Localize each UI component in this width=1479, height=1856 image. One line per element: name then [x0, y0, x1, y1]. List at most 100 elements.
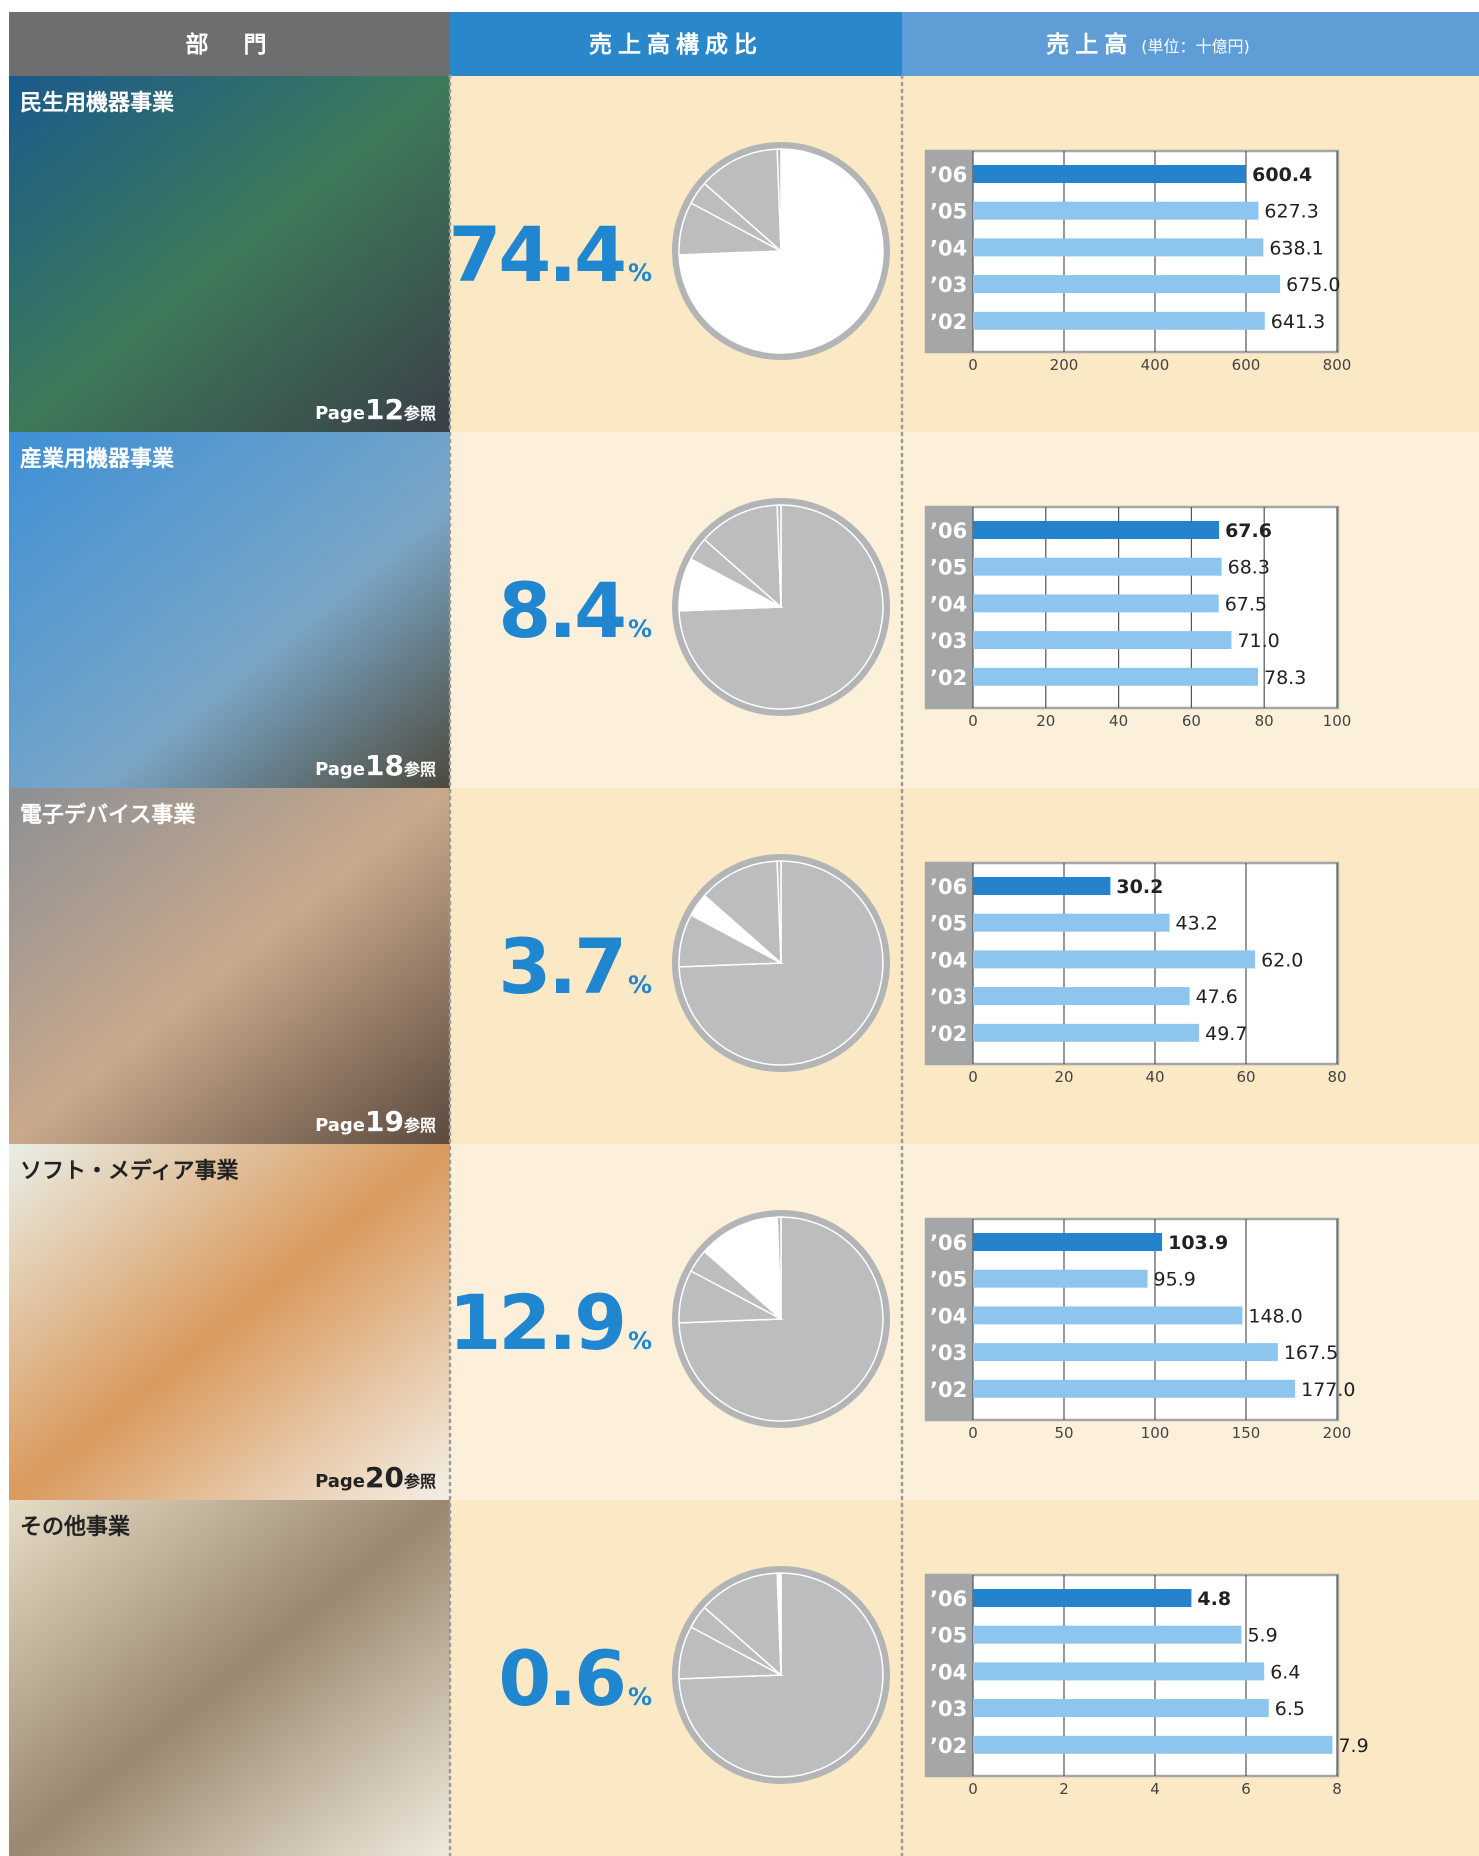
- category-label: ’04: [930, 236, 967, 260]
- x-tick-label: 6: [1241, 1780, 1251, 1798]
- x-tick-label: 8: [1332, 1780, 1342, 1798]
- page-number: 18: [365, 749, 404, 782]
- category-strip: [926, 1575, 973, 1776]
- pie-slice: [776, 148, 782, 252]
- bar: [973, 1269, 1148, 1288]
- value-label: 600.4: [1252, 164, 1312, 186]
- x-tick-label: 20: [1036, 712, 1055, 730]
- value-label: 67.6: [1225, 520, 1272, 542]
- photo: [9, 1144, 450, 1500]
- value-label: 641.3: [1271, 311, 1325, 333]
- header-unit: (単位：十億円): [1141, 37, 1250, 56]
- value-label: 5.9: [1247, 1625, 1277, 1647]
- category-label: ’05: [930, 912, 967, 936]
- value-label: 7.9: [1338, 1735, 1368, 1757]
- page-ref: Page12参照: [315, 393, 436, 426]
- share-label: 74.4%: [448, 210, 652, 299]
- category-label: ’03: [930, 1697, 967, 1721]
- share-value: 0.6: [498, 1634, 624, 1723]
- photo: [9, 788, 450, 1144]
- x-tick-label: 60: [1236, 1068, 1255, 1086]
- category-label: ’05: [930, 1268, 967, 1292]
- page-prefix: Page: [315, 759, 365, 780]
- value-label: 6.4: [1270, 1661, 1300, 1683]
- share-value: 74.4: [448, 210, 624, 299]
- x-tick-label: 0: [968, 1068, 978, 1086]
- photo: [9, 76, 450, 432]
- segment-name: 民生用機器事業: [20, 90, 175, 116]
- value-label: 103.9: [1168, 1232, 1228, 1254]
- bar: [973, 1379, 1296, 1398]
- category-strip: [926, 507, 973, 708]
- x-tick-label: 80: [1327, 1068, 1346, 1086]
- page-ref: Page18参照: [315, 749, 436, 782]
- share-value: 12.9: [448, 1278, 624, 1367]
- bar: [973, 1625, 1242, 1644]
- category-label: ’06: [930, 519, 967, 543]
- pie-slice: [703, 504, 782, 609]
- value-label: 638.1: [1269, 237, 1323, 259]
- share-unit: %: [628, 615, 652, 643]
- bar: [973, 950, 1256, 969]
- share-label: 12.9%: [448, 1278, 652, 1367]
- share-unit: %: [628, 1327, 652, 1355]
- page-suffix: 参照: [404, 1116, 436, 1135]
- x-tick-label: 50: [1054, 1424, 1073, 1442]
- x-tick-label: 600: [1232, 356, 1261, 374]
- category-label: ’03: [930, 273, 967, 297]
- category-label: ’02: [930, 666, 967, 690]
- bar: [973, 201, 1259, 220]
- header-cell: [9, 12, 450, 76]
- bar: [973, 913, 1170, 932]
- bar: [973, 631, 1232, 650]
- value-label: 78.3: [1264, 667, 1306, 689]
- x-tick-label: 0: [968, 712, 978, 730]
- page-number: 20: [365, 1461, 404, 1494]
- x-tick-label: 100: [1323, 712, 1352, 730]
- x-tick-label: 100: [1141, 1424, 1170, 1442]
- bar: [973, 1306, 1243, 1325]
- category-label: ’06: [930, 163, 967, 187]
- segment-name: その他事業: [20, 1514, 131, 1540]
- category-label: ’06: [930, 1231, 967, 1255]
- bar: [973, 557, 1222, 576]
- value-label: 627.3: [1264, 201, 1318, 223]
- bar: [973, 275, 1281, 294]
- value-label: 167.5: [1284, 1342, 1338, 1364]
- pie-slice: [776, 1572, 782, 1676]
- bar: [973, 667, 1259, 686]
- category-label: ’06: [930, 875, 967, 899]
- category-label: ’05: [930, 200, 967, 224]
- pie-rim: [672, 1210, 890, 1428]
- category-label: ’03: [930, 629, 967, 653]
- category-label: ’02: [930, 1378, 967, 1402]
- x-tick-label: 80: [1255, 712, 1274, 730]
- pie-slice: [776, 860, 782, 964]
- x-tick-label: 20: [1054, 1068, 1073, 1086]
- category-label: ’06: [930, 1587, 967, 1611]
- value-label: 148.0: [1248, 1305, 1302, 1327]
- header-sales: 売上高: [1046, 31, 1133, 58]
- page-suffix: 参照: [404, 760, 436, 779]
- page-prefix: Page: [315, 403, 365, 424]
- header-sales-group: 売上高 (単位：十億円): [1046, 31, 1250, 58]
- share-label: 3.7%: [498, 922, 652, 1011]
- category-label: ’03: [930, 1341, 967, 1365]
- segment-name: 電子デバイス事業: [20, 802, 196, 828]
- x-tick-label: 40: [1109, 712, 1128, 730]
- segment-name: 産業用機器事業: [20, 446, 175, 472]
- bar: [973, 987, 1190, 1006]
- header-segment: 部 門: [186, 31, 273, 58]
- share-label: 8.4%: [498, 566, 652, 655]
- bar: [973, 594, 1219, 613]
- x-tick-label: 0: [968, 356, 978, 374]
- bar: [973, 1233, 1163, 1251]
- value-label: 67.5: [1225, 593, 1267, 615]
- pie-slice: [703, 1216, 782, 1321]
- page-suffix: 参照: [404, 1472, 436, 1491]
- category-label: ’02: [930, 310, 967, 334]
- value-label: 675.0: [1286, 274, 1340, 296]
- category-strip: [926, 151, 973, 352]
- segment-name: ソフト・メディア事業: [20, 1158, 239, 1184]
